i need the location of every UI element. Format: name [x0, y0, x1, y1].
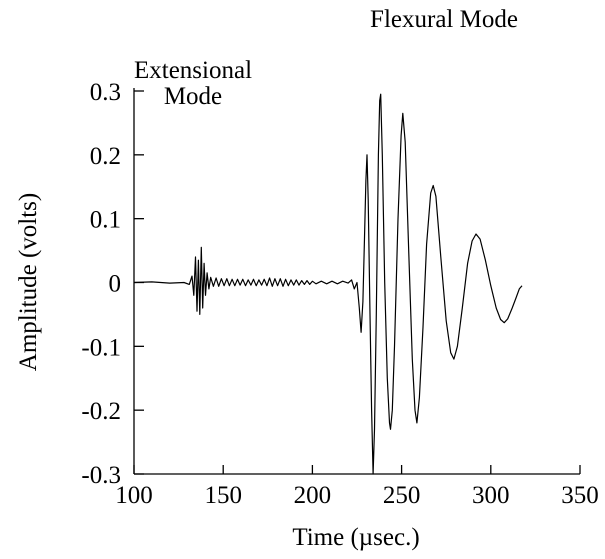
- x-tick-label: 250: [383, 482, 421, 509]
- y-tick-label: -0.3: [81, 462, 121, 489]
- annotation-extensional-line-2: Mode: [164, 83, 222, 110]
- x-tick-label: 200: [294, 482, 332, 509]
- annotation-flexural: Flexural Mode: [370, 6, 518, 33]
- ticks: 100 150 200 250 300 350 0.3 0.2 0.1 0 -0.1 -0.2 -0.3: [81, 79, 598, 509]
- x-tick-label: 350: [561, 482, 599, 509]
- annotation-extensional-line-1: Extensional: [134, 57, 252, 84]
- x-tick-label: 300: [472, 482, 510, 509]
- y-tick-label: -0.2: [81, 398, 121, 425]
- y-tick-label: 0: [109, 271, 122, 298]
- series: [133, 93, 523, 475]
- y-tick-label: 0.1: [90, 207, 121, 234]
- x-tick-label: 100: [115, 482, 153, 509]
- y-axis-title: Amplitude (volts): [15, 193, 42, 371]
- y-tick-label: 0.2: [90, 143, 121, 170]
- y-tick-label: -0.1: [81, 334, 121, 361]
- x-axis-title: Time (µsec.): [292, 524, 419, 551]
- y-tick-label: 0.3: [90, 79, 121, 106]
- series-line: [133, 93, 523, 475]
- labels: Amplitude (volts) Time (µsec.) Extension…: [15, 6, 518, 551]
- x-tick-label: 150: [204, 482, 242, 509]
